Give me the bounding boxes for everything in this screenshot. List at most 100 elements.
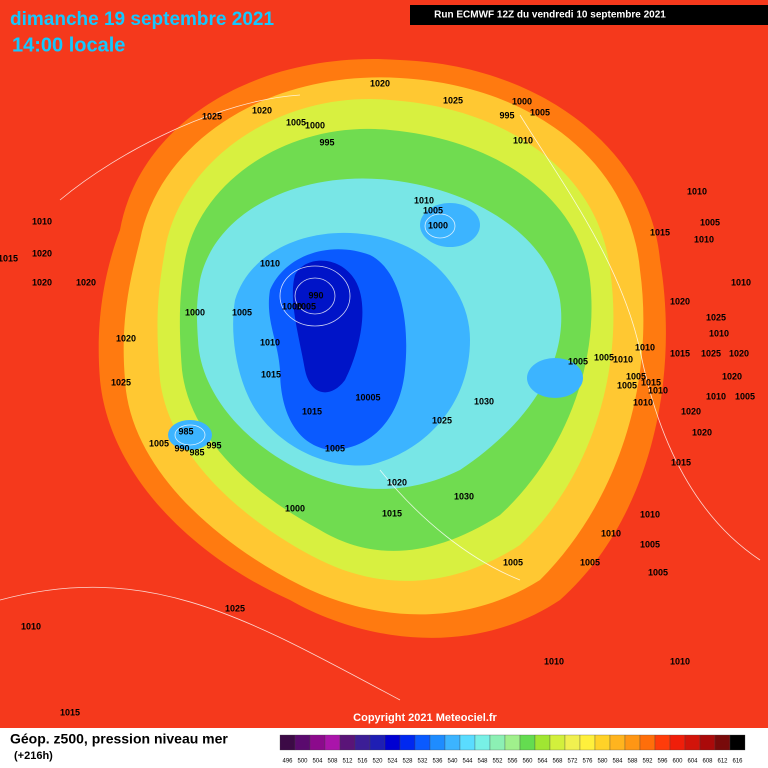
scale-label: 512: [342, 759, 353, 765]
isobar-label: 1005: [296, 301, 316, 311]
isobar-label: 1020: [729, 348, 749, 358]
scale-label: 516: [357, 759, 368, 765]
scale-label: 524: [387, 759, 398, 765]
isobar-label: 1010: [260, 258, 280, 268]
isobar-label: 1015: [60, 707, 80, 717]
scale-label: 596: [657, 759, 668, 765]
run-box: [410, 5, 768, 25]
scale-label: 560: [522, 759, 533, 765]
isobar-label: 1015: [641, 377, 661, 387]
scale-cell: [414, 734, 431, 751]
scale-label: 548: [477, 759, 488, 765]
isobar-label: 985: [189, 447, 204, 457]
isobar-label: 1020: [116, 333, 136, 343]
scale-cell: [624, 734, 641, 751]
isobar-label: 1010: [709, 328, 729, 338]
scale-cell: [399, 734, 416, 751]
scale-label: 520: [372, 759, 383, 765]
isobar-label: 1000: [512, 96, 532, 106]
isobar-label: 1010: [670, 656, 690, 666]
low-blob: [168, 420, 212, 450]
isobar-label: 1005: [700, 217, 720, 227]
scale-label: 564: [537, 759, 548, 765]
isobar-label: 1010: [687, 186, 707, 196]
isobar-label: 1010: [260, 337, 280, 347]
scale-cell: [444, 734, 461, 751]
scale-cell: [369, 734, 386, 751]
scale-cell: [519, 734, 536, 751]
subtitle: 14:00 locale: [12, 34, 125, 56]
scale-label: 540: [447, 759, 458, 765]
isobar-label: 1010: [694, 234, 714, 244]
isobar-label: 1020: [370, 78, 390, 88]
isobar-label: 1005: [626, 371, 646, 381]
scale-label: 592: [642, 759, 653, 765]
isobar-label: 10005: [355, 392, 380, 402]
isobar-label: 1005: [149, 438, 169, 448]
scale-cell: [384, 734, 401, 751]
scale-cell: [549, 734, 566, 751]
isobar-label: 1025: [706, 312, 726, 322]
isobar-label: 1010: [648, 385, 668, 395]
isobar-label: 1015: [670, 348, 690, 358]
scale-label: 608: [702, 759, 713, 765]
isobar-label: 1005: [325, 443, 345, 453]
isobar-label: 1020: [670, 296, 690, 306]
scale-cell: [714, 734, 731, 751]
scale-cell: [294, 734, 311, 751]
isobar-label: 1010: [633, 397, 653, 407]
scale-cell: [504, 734, 521, 751]
scale-cell: [429, 734, 446, 751]
low-blob: [420, 203, 480, 247]
isobar-label: 1010: [635, 342, 655, 352]
isobar-label: 1015: [382, 508, 402, 518]
isobars: [0, 94, 761, 701]
isobar-label: 1010: [544, 656, 564, 666]
scale-cell: [324, 734, 341, 751]
isobar-label: 1010: [731, 277, 751, 287]
isobar-label: 985: [178, 426, 193, 436]
scale-label: 572: [567, 759, 578, 765]
scale-label: 496: [282, 759, 293, 765]
isobar-label: 1020: [722, 371, 742, 381]
isobar-label: 1005: [503, 557, 523, 567]
isobar-label: 1020: [32, 277, 52, 287]
scale-cell: [669, 734, 686, 751]
isobar-label: 1015: [650, 227, 670, 237]
isobar-label: 1010: [513, 135, 533, 145]
isobar-label: 990: [308, 290, 323, 300]
isobar-label: 1020: [76, 277, 96, 287]
isobar-label: 1005: [568, 356, 588, 366]
lead-time: (+216h): [14, 750, 53, 762]
isobar-label: 1005: [594, 352, 614, 362]
scale-label: 556: [507, 759, 518, 765]
isobar-label: 1025: [202, 111, 222, 121]
isobar-label: 1025: [701, 348, 721, 358]
isobar-label: 1020: [252, 105, 272, 115]
isobar-label: 1000: [428, 220, 448, 230]
scale-label: 616: [732, 759, 743, 765]
isobar-label: 1010: [706, 391, 726, 401]
dark-blue-zone: [292, 260, 363, 393]
scale-cell: [699, 734, 716, 751]
scale-cell: [609, 734, 626, 751]
isobar-label: 1000: [282, 301, 302, 311]
scale-label: 588: [627, 759, 638, 765]
scale-cell: [489, 734, 506, 751]
scale-cell: [459, 734, 476, 751]
isobar-label: 1030: [454, 491, 474, 501]
isobar-label: 1000: [185, 307, 205, 317]
scale-cell: [279, 734, 296, 751]
isobar-label: 1015: [0, 253, 18, 263]
scale-cell: [474, 734, 491, 751]
isobar-label: 1005: [232, 307, 252, 317]
scale-label: 500: [297, 759, 308, 765]
scale-cell: [684, 734, 701, 751]
legend-title: Géop. z500, pression niveau mer: [10, 731, 228, 747]
low-blob: [527, 358, 583, 398]
isobar-label: 1005: [423, 205, 443, 215]
isobar-label: 1005: [648, 567, 668, 577]
scale-label: 604: [687, 759, 698, 765]
isobar-label: 1010: [32, 216, 52, 226]
isobar-label: 1010: [414, 195, 434, 205]
